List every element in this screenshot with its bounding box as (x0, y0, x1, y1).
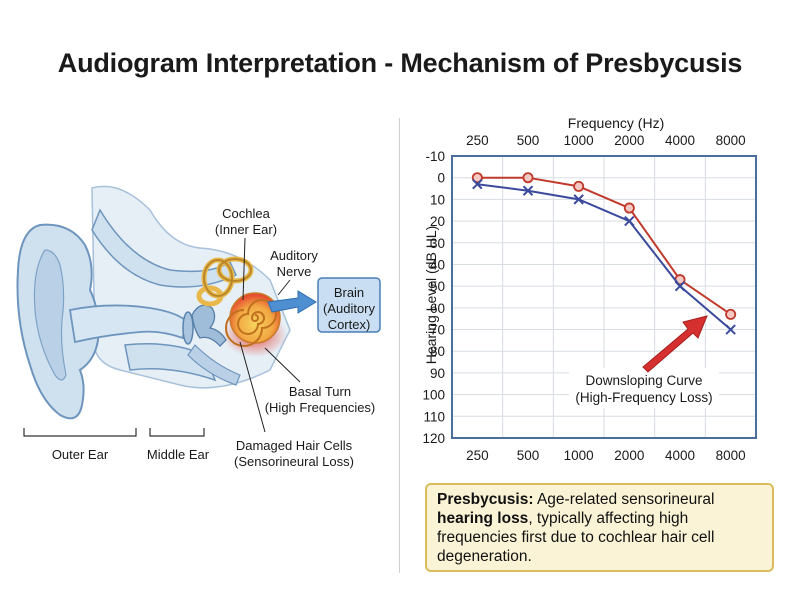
y-tick-label: 10 (430, 192, 445, 207)
y-axis-title: Hearing Level (dB HL) (423, 226, 439, 365)
annotation-arrow (642, 315, 708, 373)
damaged-hair-cells-label: Damaged Hair Cells (Sensorineural Loss) (234, 438, 354, 469)
data-point-circle (522, 172, 534, 184)
annotation-line-2: (High-Frequency Loss) (575, 390, 712, 405)
chart-series (471, 172, 737, 335)
data-point-circle (725, 308, 737, 320)
data-point-circle (471, 172, 483, 184)
y-tick-label: 110 (423, 409, 445, 424)
annotation: Downsloping Curve (High-Frequency Loss) (569, 315, 719, 408)
y-tick-label: 20 (430, 214, 445, 229)
ear-canal (68, 304, 186, 344)
data-point-x (472, 178, 483, 190)
y-tick-label: 30 (430, 236, 445, 251)
definition-emphasis: hearing loss (437, 510, 529, 527)
basal-turn-label: Basal Turn (High Frequencies) (264, 384, 376, 415)
y-tick-label: 60 (430, 301, 445, 316)
x-tick-label-bottom: 1000 (564, 448, 594, 463)
annotation-line-1: Downsloping Curve (585, 373, 702, 388)
column-divider (399, 118, 400, 573)
definition-box: Presbycusis: Age-related sensorineural h… (425, 483, 774, 572)
auditory-nerve-label: Auditory Nerve (270, 248, 318, 279)
y-tick-label: 120 (422, 431, 445, 446)
y-tick-label: 50 (430, 279, 445, 294)
middle-ear-bracket (149, 428, 205, 437)
y-tick-label: 100 (422, 388, 445, 403)
ossicles (191, 304, 227, 347)
x-tick-label-bottom: 8000 (716, 448, 746, 463)
annotation-box (569, 368, 719, 408)
cochlea-spiral (225, 299, 277, 347)
temporal-bone-upper (91, 208, 237, 288)
y-tick-label: 90 (430, 366, 445, 381)
plot-frame (451, 155, 757, 439)
y-tick-label: 40 (430, 257, 445, 272)
data-point-circle (623, 202, 635, 214)
x-tick-label-top: 500 (517, 133, 540, 148)
y-tick-label: -10 (425, 149, 445, 164)
data-point-x (573, 194, 584, 205)
data-point-circle (573, 180, 585, 192)
ear-anatomy-illustration (16, 185, 381, 437)
x-tick-label-bottom: 2000 (614, 448, 644, 463)
definition-text-1: Age-related sensorineural (533, 491, 715, 508)
eustachian-tube (187, 344, 241, 386)
outer-ear-bracket (23, 428, 137, 437)
y-tick-label: 70 (430, 323, 445, 338)
data-point-x (674, 280, 686, 292)
series-line-x (477, 183, 732, 331)
data-point-x (725, 324, 736, 335)
chart-ticks: -10 0 10 20 30 40 50 60 70 80 90 100 110 120 250 250 500… (422, 133, 745, 463)
cochlea-label: Cochlea (Inner Ear) (214, 206, 278, 237)
x-tick-label-top: 8000 (716, 133, 746, 148)
x-tick-label-top: 1000 (564, 133, 594, 148)
top-axis-title: Frequency (Hz) (568, 115, 664, 131)
data-point-x (522, 185, 534, 196)
x-tick-label-bottom: 500 (517, 448, 540, 463)
brain-box (317, 277, 381, 333)
definition-text-2: , typically affecting high frequencies f… (437, 510, 715, 565)
y-tick-label: 0 (437, 171, 445, 186)
x-tick-label-top: 4000 (665, 133, 695, 148)
page-title: Audiogram Interpretation - Mechanism of … (57, 48, 743, 78)
pinna-inner-fold (33, 249, 67, 381)
middle-ear-label: Middle Ear (146, 447, 210, 462)
series-line-circle (477, 176, 732, 316)
x-tick-label-top: 250 (466, 133, 489, 148)
x-tick-label-bottom: 250 (466, 448, 489, 463)
brain-label: Brain (Auditory Cortex) (322, 285, 376, 332)
x-tick-label-top: 2000 (614, 133, 644, 148)
definition-term: Presbycusis: (437, 491, 534, 508)
data-point-x (624, 215, 635, 227)
eardrum (182, 311, 194, 345)
x-tick-label-bottom: 4000 (665, 448, 695, 463)
y-tick-label: 80 (430, 344, 445, 359)
outer-ear-label: Outer Ear (51, 447, 109, 462)
audiogram-chart: -10 0 10 20 30 40 50 60 70 80 90 100 110 120 250 250 500… (422, 115, 757, 463)
auditory-nerve-arrow (267, 290, 317, 314)
cochlea (229, 292, 281, 344)
